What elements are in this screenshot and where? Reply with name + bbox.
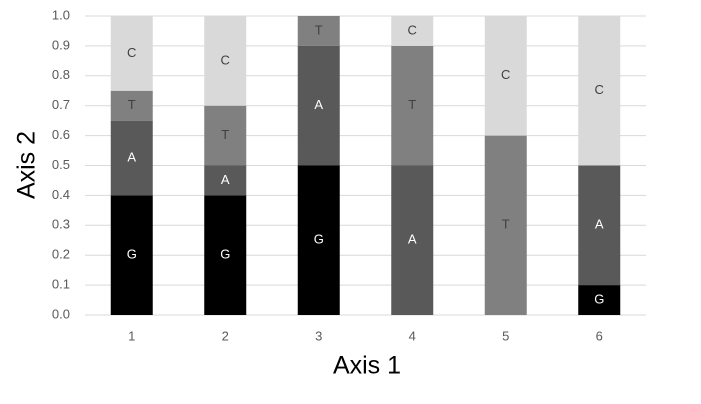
y-tick-label: 0.4 bbox=[52, 187, 70, 202]
x-axis-title: Axis 1 bbox=[333, 352, 401, 380]
y-tick-label: 0.0 bbox=[52, 306, 70, 321]
segment-label: A bbox=[221, 172, 230, 187]
segment-label: T bbox=[315, 22, 323, 37]
bar-segment bbox=[110, 120, 153, 196]
y-tick-label: 0.8 bbox=[52, 67, 70, 82]
bar-segment bbox=[110, 90, 153, 121]
segment-label: A bbox=[408, 232, 417, 247]
y-axis-title: Axis 2 bbox=[13, 131, 41, 199]
bar-segment bbox=[297, 16, 340, 46]
x-tick-label: 1 bbox=[128, 328, 135, 343]
bar-segment bbox=[391, 45, 434, 166]
y-tick-label: 0.3 bbox=[52, 217, 70, 232]
segment-label: G bbox=[314, 232, 324, 247]
y-tick-label: 0.5 bbox=[52, 157, 70, 172]
segment-label: A bbox=[595, 217, 604, 232]
x-tick-label: 4 bbox=[409, 328, 416, 343]
bar-segment bbox=[110, 195, 153, 315]
x-tick-label: 3 bbox=[315, 328, 322, 343]
bar-segment bbox=[391, 16, 434, 46]
y-tick-label: 1.0 bbox=[52, 7, 70, 22]
bar-segment bbox=[110, 16, 153, 91]
x-tick-label: 5 bbox=[502, 328, 509, 343]
segment-label: C bbox=[595, 82, 604, 97]
segment-label: G bbox=[220, 247, 230, 262]
segment-label: G bbox=[127, 247, 137, 262]
y-tick-label: 0.6 bbox=[52, 127, 70, 142]
segment-label: A bbox=[127, 149, 136, 164]
bar-segment bbox=[578, 16, 621, 166]
x-tick-label: 2 bbox=[222, 328, 229, 343]
segment-label: C bbox=[221, 52, 230, 67]
y-tick-label: 0.7 bbox=[52, 97, 70, 112]
segment-label: T bbox=[221, 127, 229, 142]
segment-label: T bbox=[502, 217, 510, 232]
bar-segment bbox=[391, 165, 434, 315]
segment-label: A bbox=[314, 97, 323, 112]
y-tick-label: 0.2 bbox=[52, 247, 70, 262]
bar-segment bbox=[204, 105, 247, 166]
x-tick-label: 6 bbox=[596, 328, 603, 343]
bar-segment bbox=[204, 165, 247, 196]
segment-label: C bbox=[501, 67, 510, 82]
segment-label: C bbox=[127, 45, 136, 60]
segment-label: G bbox=[594, 291, 604, 306]
segment-label: T bbox=[128, 97, 136, 112]
bar-segment bbox=[204, 16, 247, 106]
bar-segment bbox=[484, 16, 527, 136]
bar-segment bbox=[297, 45, 340, 166]
segment-label: C bbox=[408, 22, 417, 37]
y-tick-label: 0.1 bbox=[52, 277, 70, 292]
bar-segment bbox=[484, 135, 527, 315]
segment-label: T bbox=[408, 97, 416, 112]
y-tick-label: 0.9 bbox=[52, 37, 70, 52]
bar-segment bbox=[578, 165, 621, 286]
bar-segment bbox=[204, 195, 247, 315]
bar-segment bbox=[297, 165, 340, 315]
bar-segment bbox=[578, 285, 621, 315]
